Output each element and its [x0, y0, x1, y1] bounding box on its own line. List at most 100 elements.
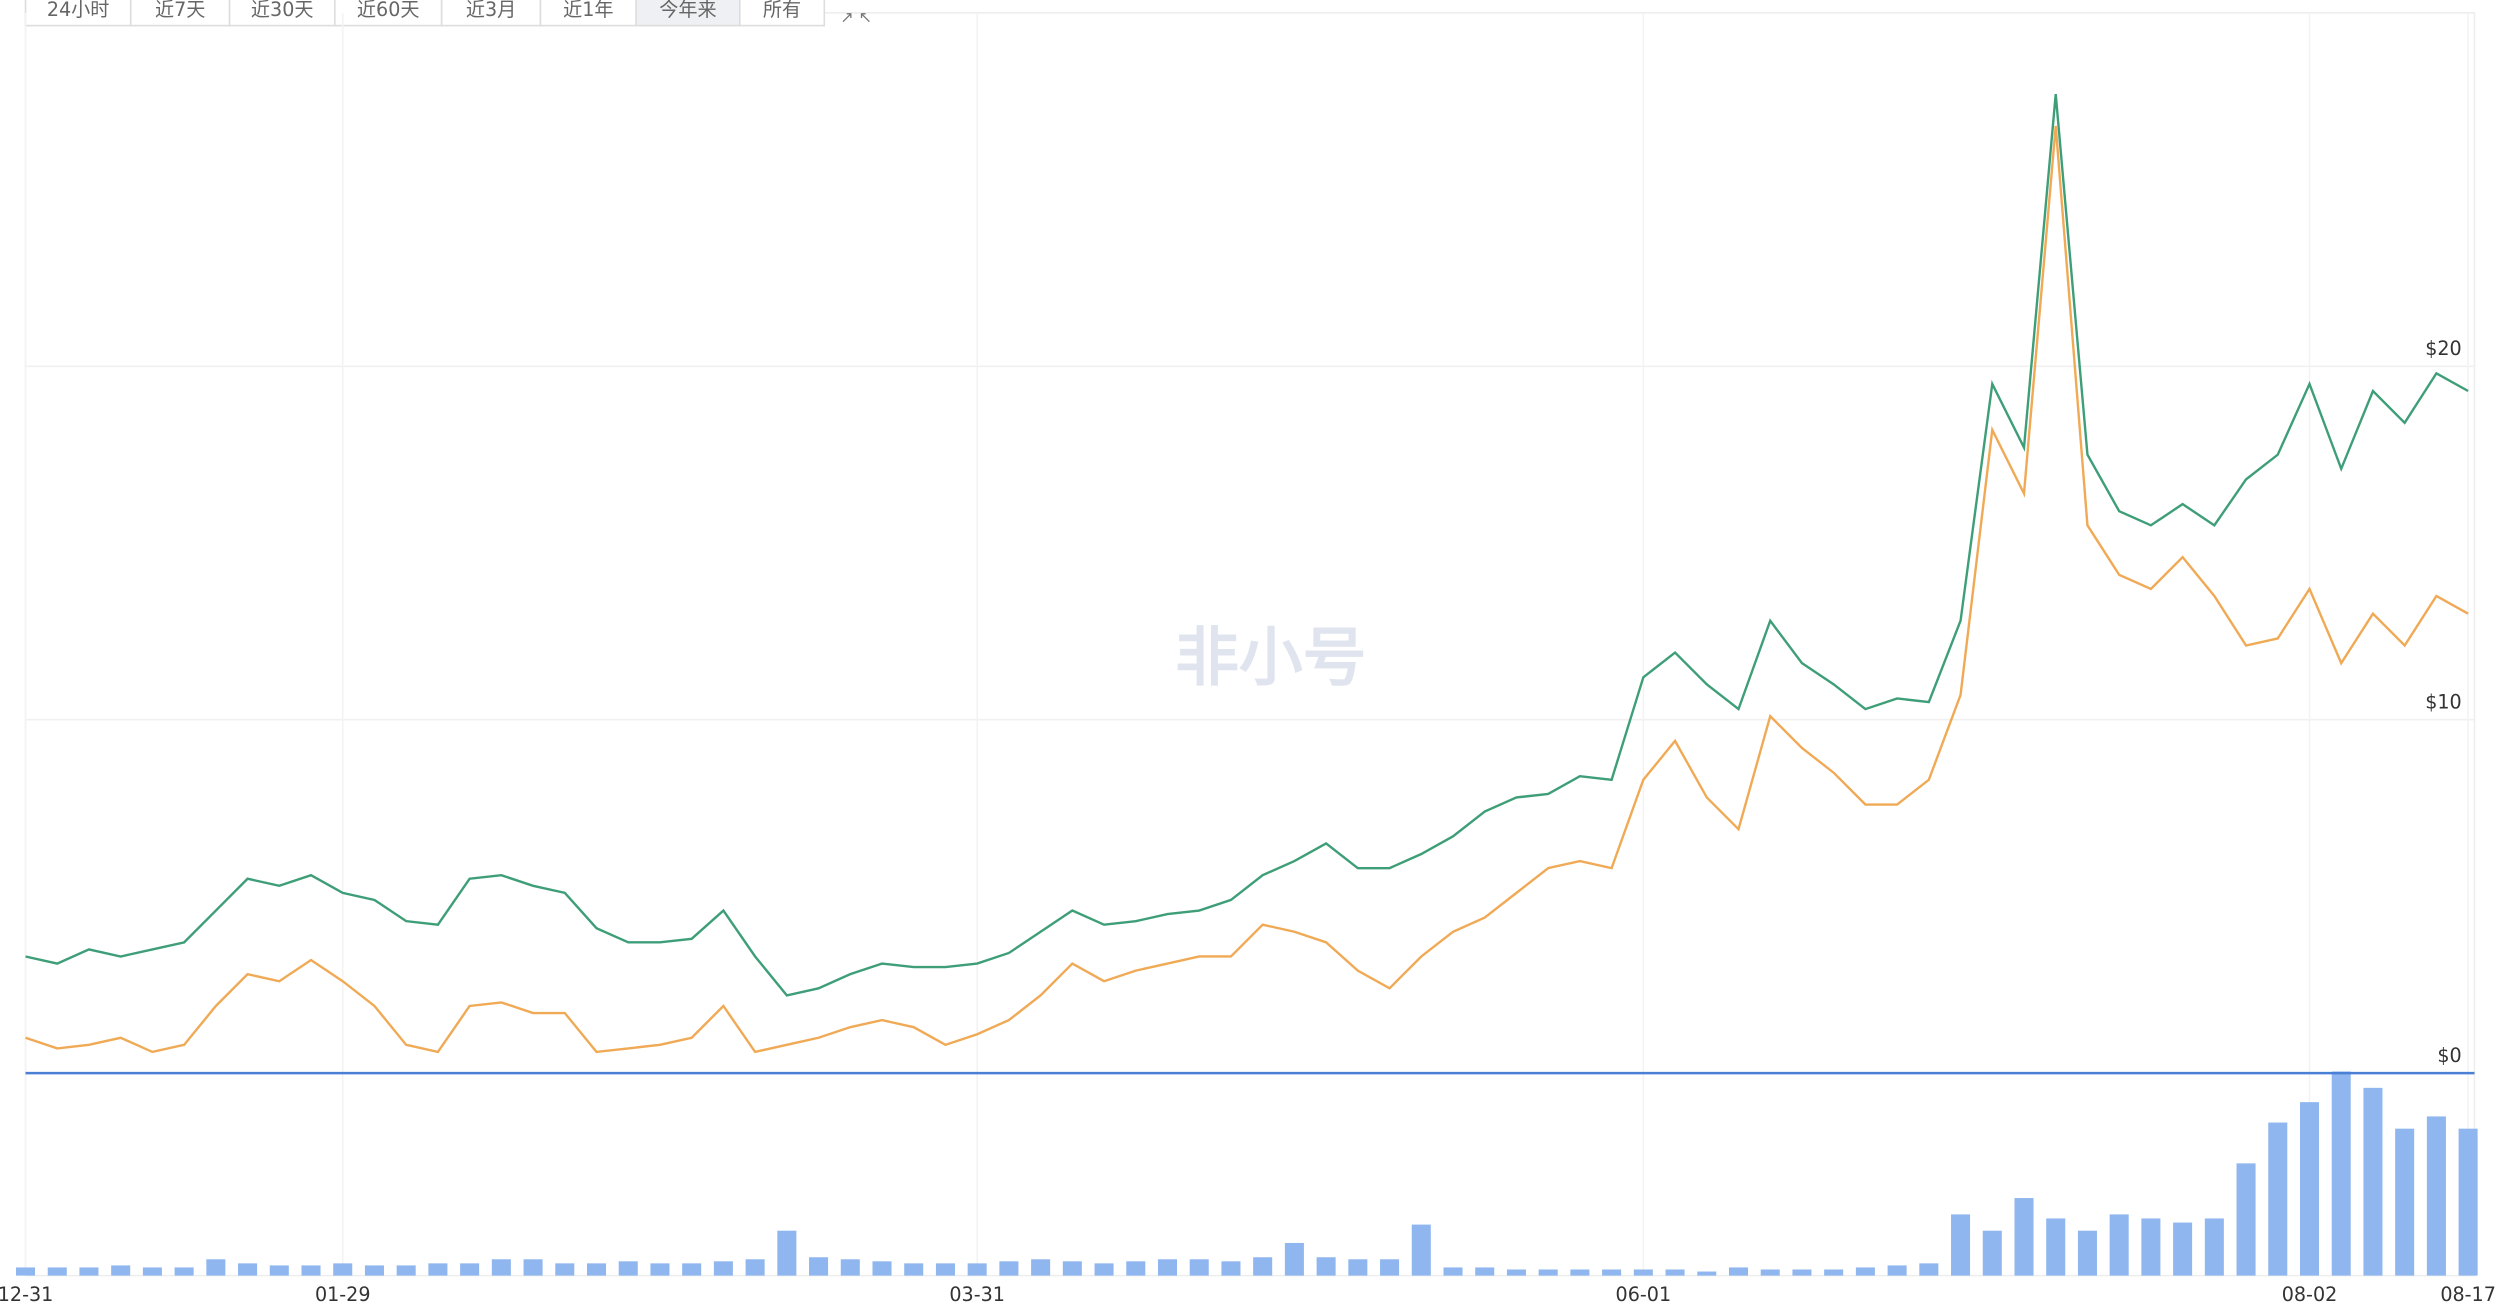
volume-bar [2331, 1071, 2351, 1276]
volume-bar [1760, 1269, 1780, 1276]
volume-bar [1570, 1269, 1590, 1276]
volume-bar [1665, 1269, 1685, 1276]
volume-bar [2204, 1218, 2224, 1276]
volume-bar [301, 1265, 321, 1276]
volume-bar [586, 1263, 607, 1276]
volume-bar [1284, 1242, 1304, 1276]
volume-bar [1157, 1259, 1178, 1276]
volume-bar [1411, 1224, 1431, 1276]
x-tick-label: 08-02 [2282, 1283, 2338, 1306]
toolbar: 24小时 近7天 近30天 近60天 近3月 近1年 今年来 所有 [24, 0, 826, 27]
watermark: 非小号 [1175, 621, 1366, 695]
volume-bar [650, 1263, 670, 1276]
volume-bar [682, 1263, 702, 1276]
y-tick-label: $20 [2425, 337, 2462, 360]
volume-bar [428, 1263, 448, 1276]
range-button[interactable] [24, 0, 132, 27]
volume-bar [1316, 1257, 1336, 1276]
volume-bar [2109, 1214, 2129, 1276]
volume-bar [174, 1267, 194, 1276]
volume-bar [333, 1263, 353, 1276]
volume-bar [491, 1259, 511, 1276]
range-button-label[interactable]: 近30天 [251, 0, 314, 21]
range-button-label[interactable]: 24小时 [47, 0, 110, 21]
volume-bar [1348, 1259, 1368, 1276]
volume-bar [1792, 1269, 1812, 1276]
x-tick-label: 06-01 [1616, 1283, 1672, 1306]
volume-bar [1506, 1269, 1526, 1276]
range-button[interactable] [738, 0, 826, 27]
volume-bar [1951, 1214, 1971, 1276]
volume-bar [206, 1259, 226, 1276]
volume-bar [777, 1230, 797, 1276]
volume-bar [809, 1257, 829, 1276]
x-tick-label: 12-31 [0, 1283, 53, 1306]
volume-bar [396, 1265, 416, 1276]
volume-bar [999, 1261, 1019, 1276]
volume-bar [904, 1263, 924, 1276]
range-button-label[interactable]: 所有 [763, 0, 801, 21]
volume-bar [111, 1265, 131, 1276]
volume-bar [1697, 1271, 1717, 1276]
volume-bar [1031, 1259, 1051, 1276]
volume-bar [1538, 1269, 1558, 1276]
volume-bar [555, 1263, 575, 1276]
volume-bar [745, 1259, 765, 1276]
y-tick-label: $0 [2437, 1044, 2461, 1067]
volume-bar [1824, 1269, 1844, 1276]
volume-bar [2173, 1222, 2193, 1276]
volume-bar [1380, 1259, 1400, 1276]
volume-bar [1633, 1269, 1653, 1276]
x-tick-label: 01-29 [315, 1283, 371, 1306]
volume-bar [1887, 1265, 1907, 1276]
volume-bar [840, 1259, 860, 1276]
y-tick-label: $10 [2425, 691, 2462, 714]
volume-bar [1094, 1263, 1114, 1276]
volume-bar [2236, 1163, 2256, 1276]
volume-bar [238, 1263, 258, 1276]
volume-bar [1221, 1261, 1241, 1276]
volume-bar [1919, 1263, 1939, 1276]
volume-bar [269, 1265, 289, 1276]
x-tick-label: 03-31 [949, 1283, 1005, 1306]
range-button[interactable] [440, 0, 542, 27]
volume-bar [47, 1267, 67, 1276]
range-button-label[interactable]: 近3月 [466, 0, 516, 21]
volume-bar [2299, 1102, 2320, 1276]
volume-bar [1443, 1267, 1463, 1276]
volume-bar [1126, 1261, 1146, 1276]
volume-bar [523, 1259, 543, 1276]
volume-bar [2014, 1198, 2034, 1276]
volume-bar [2363, 1087, 2383, 1276]
volume-bar [79, 1267, 99, 1276]
range-button-label[interactable]: 今年来 [659, 0, 716, 21]
volume-bar [2395, 1128, 2415, 1276]
series-line [25, 125, 2469, 1054]
range-button-label[interactable]: 近60天 [357, 0, 420, 21]
volume-bar [713, 1261, 733, 1276]
volume-bar [2458, 1128, 2478, 1276]
volume-bar [2046, 1218, 2066, 1276]
volume-bar [872, 1261, 892, 1276]
volume-bar [1602, 1269, 1622, 1276]
range-button-label[interactable]: 近7天 [155, 0, 205, 21]
volume-bar [2268, 1122, 2288, 1276]
volume-bar [142, 1267, 162, 1276]
range-button[interactable] [334, 0, 443, 27]
volume-bar [2141, 1218, 2161, 1276]
volume-bar [935, 1263, 955, 1276]
range-button-label[interactable]: 近1年 [563, 0, 613, 21]
series-line [25, 94, 2469, 997]
volume-bar [460, 1263, 480, 1276]
volume-bar [364, 1265, 384, 1276]
volume-bar [1189, 1259, 1209, 1276]
volume-bar [618, 1261, 638, 1276]
volume-bar [15, 1267, 36, 1276]
volume-bar [1855, 1267, 1875, 1276]
volume-bar [2426, 1116, 2446, 1276]
volume-bar [1475, 1267, 1495, 1276]
volume-bar [1728, 1267, 1749, 1276]
volume-bar [1253, 1257, 1273, 1276]
volume-bar [2077, 1230, 2097, 1276]
expand-icon[interactable]: ↗ ↖ [840, 7, 872, 26]
